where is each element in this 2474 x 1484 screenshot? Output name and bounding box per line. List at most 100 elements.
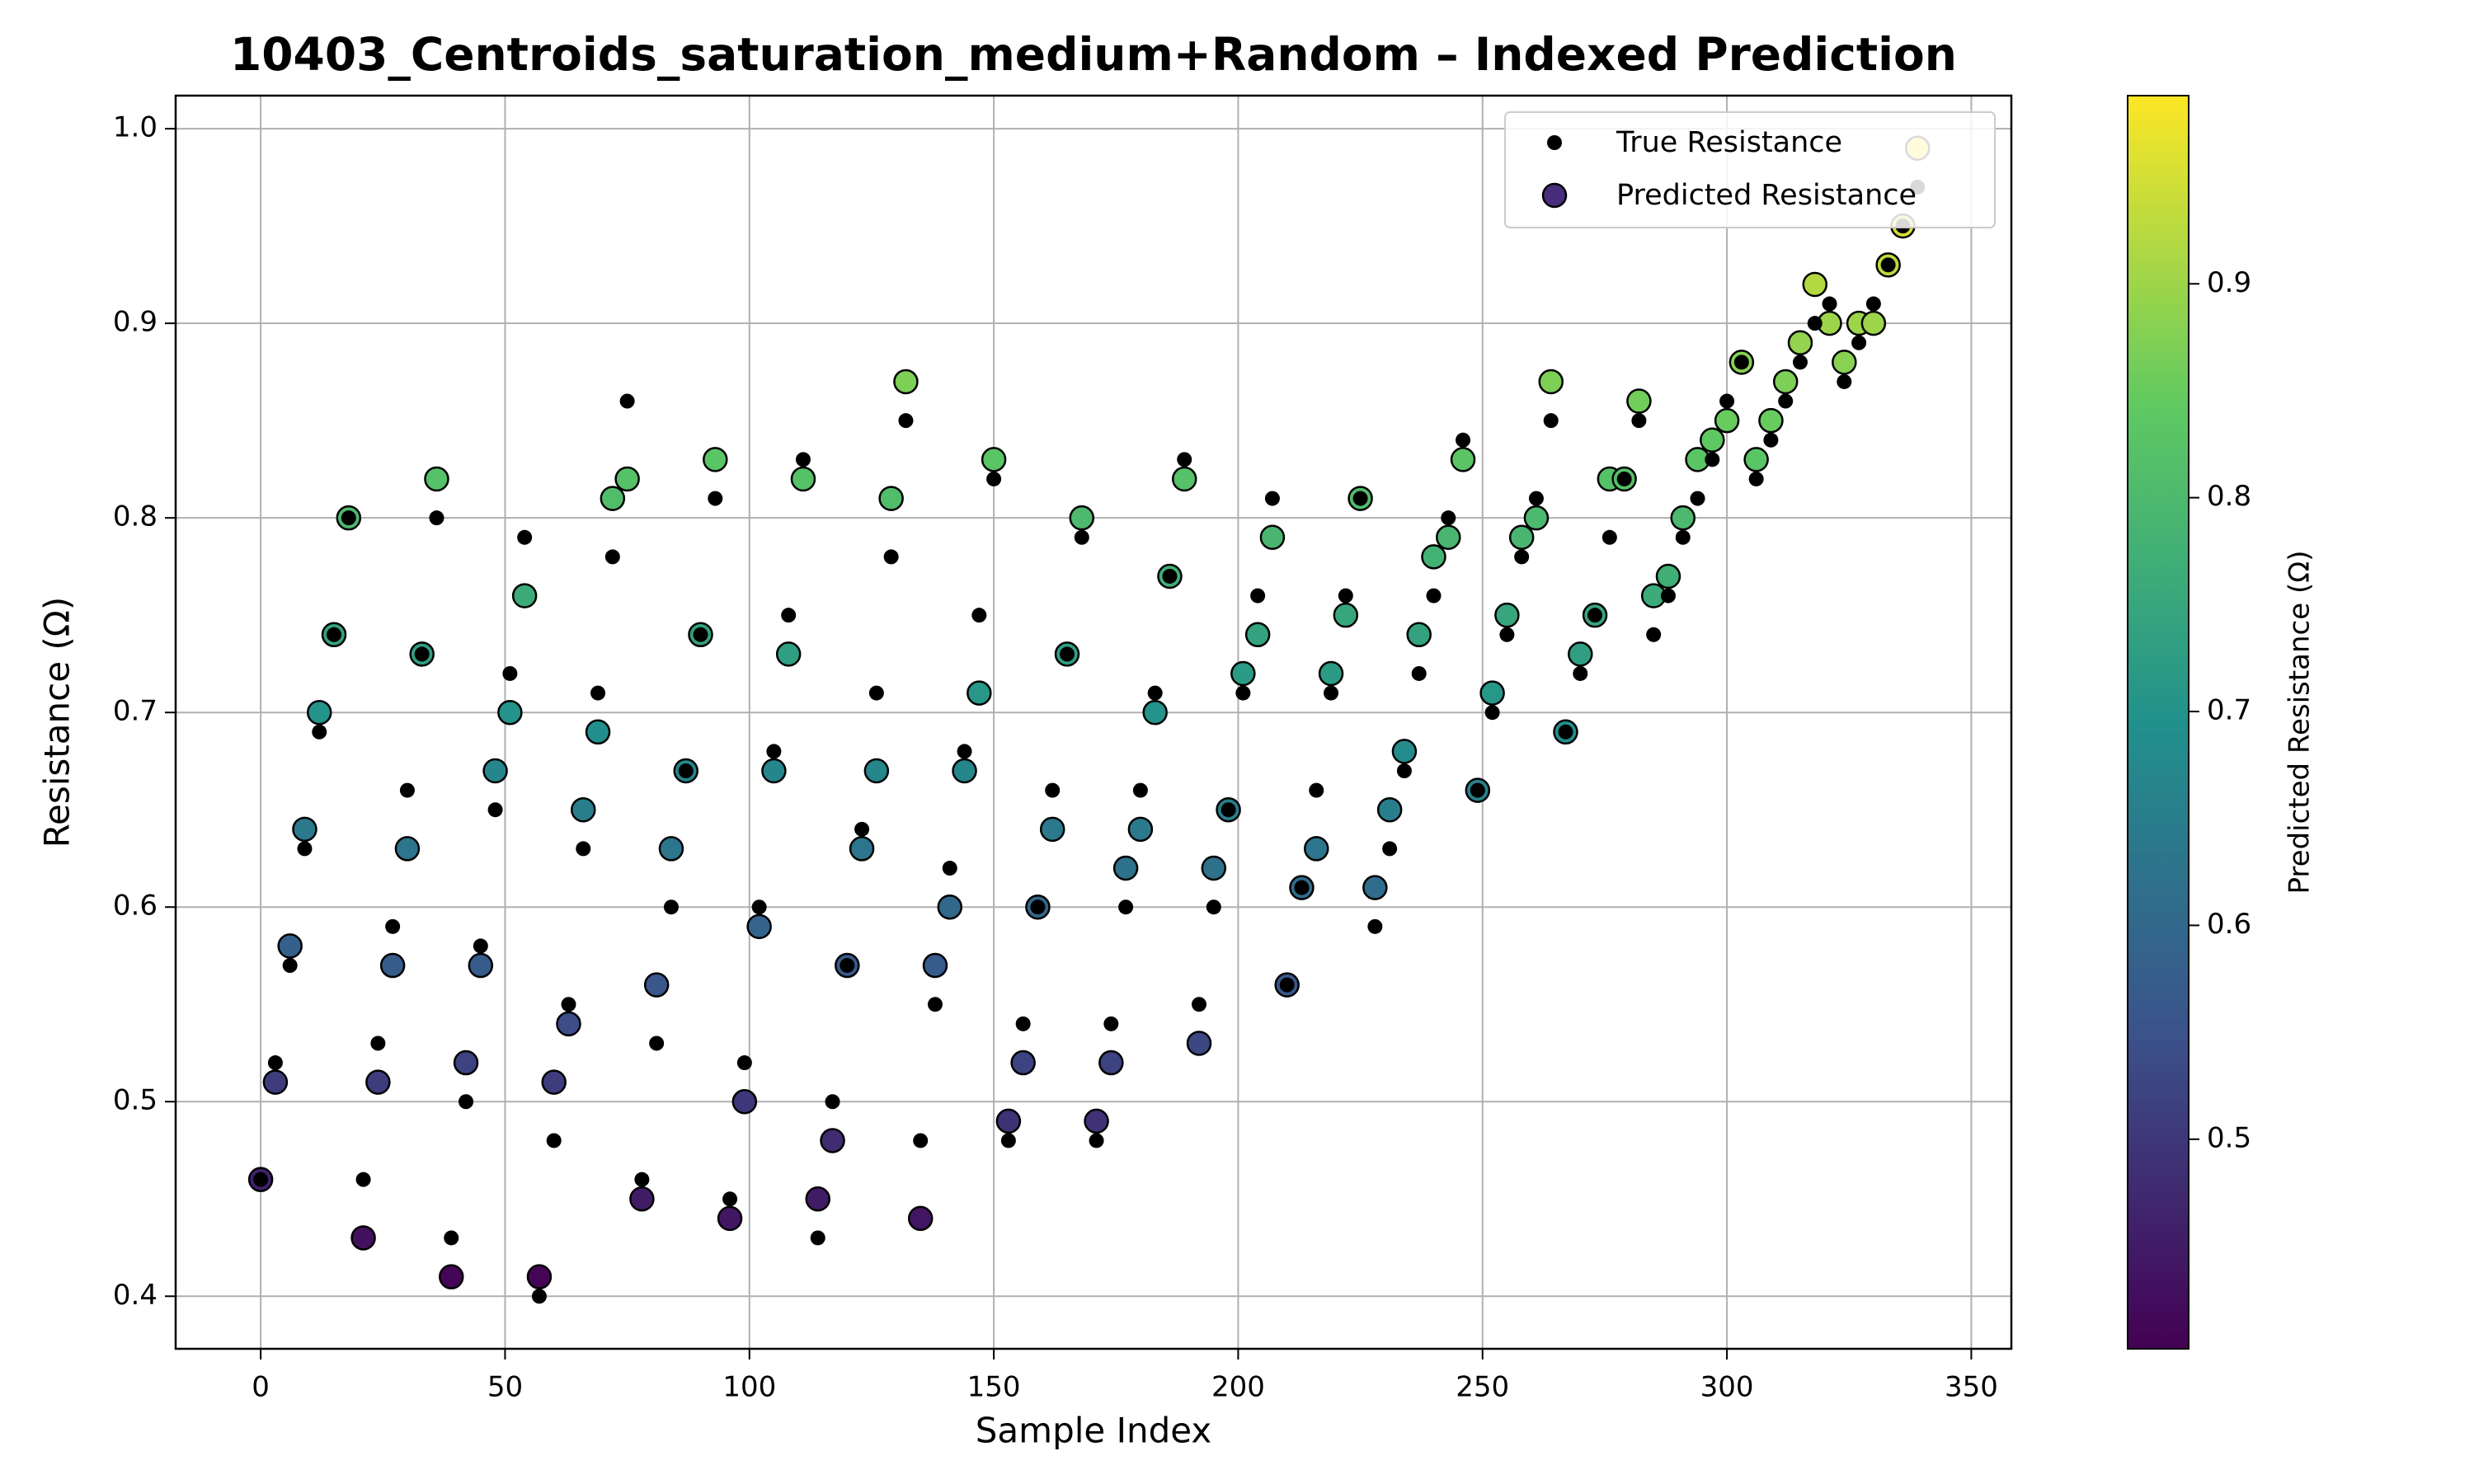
true-point bbox=[546, 1133, 562, 1148]
predicted-point bbox=[1406, 622, 1432, 648]
true-point bbox=[1396, 763, 1412, 779]
true-point bbox=[810, 1230, 825, 1246]
predicted-point bbox=[1523, 505, 1550, 531]
true-point bbox=[576, 841, 591, 857]
predicted-point bbox=[1802, 271, 1828, 298]
true-point bbox=[1705, 452, 1720, 467]
true-point bbox=[736, 1055, 752, 1071]
predicted-point bbox=[1333, 602, 1359, 628]
true-point bbox=[1367, 918, 1383, 934]
true-point bbox=[1880, 257, 1896, 273]
y-tick-label: 0.5 bbox=[113, 1084, 158, 1117]
true-point bbox=[1264, 491, 1280, 506]
predicted-point bbox=[292, 816, 317, 843]
true-point bbox=[1514, 549, 1530, 565]
predicted-point bbox=[1568, 641, 1593, 667]
true-point bbox=[868, 685, 884, 701]
true-point bbox=[1543, 413, 1559, 429]
true-point bbox=[1059, 646, 1075, 662]
predicted-point bbox=[497, 699, 523, 726]
true-point bbox=[913, 1133, 929, 1148]
true-point bbox=[1470, 782, 1485, 798]
true-point bbox=[1837, 373, 1852, 389]
x-axis-label: Sample Index bbox=[976, 1411, 1211, 1451]
true-point bbox=[502, 665, 518, 681]
true-point bbox=[1411, 665, 1427, 681]
colorbar-tick-label: 0.5 bbox=[2207, 1121, 2251, 1154]
predicted-point bbox=[820, 1128, 845, 1153]
predicted-point bbox=[1860, 310, 1887, 336]
true-point bbox=[678, 763, 694, 779]
predicted-point bbox=[1318, 660, 1344, 687]
true-point bbox=[1646, 627, 1662, 642]
true-point bbox=[1382, 841, 1398, 857]
predicted-point bbox=[439, 1264, 464, 1289]
true-point bbox=[708, 491, 723, 506]
true-point bbox=[1294, 880, 1310, 895]
true-point bbox=[795, 452, 811, 467]
predicted-point bbox=[967, 680, 992, 706]
predicted-point bbox=[365, 1069, 391, 1095]
predicted-point bbox=[571, 796, 596, 823]
predicted-point bbox=[482, 758, 508, 784]
true-point bbox=[282, 958, 298, 974]
true-point bbox=[840, 958, 855, 974]
predicted-point bbox=[878, 486, 904, 511]
predicted-point bbox=[761, 758, 787, 784]
true-point bbox=[1324, 685, 1339, 701]
true-point bbox=[825, 1094, 840, 1110]
predicted-point bbox=[1362, 875, 1388, 900]
x-tick-label: 100 bbox=[722, 1371, 776, 1404]
x-tick-label: 0 bbox=[252, 1371, 270, 1404]
true-point bbox=[355, 1172, 371, 1187]
predicted-point bbox=[1039, 816, 1065, 843]
true-point bbox=[1045, 782, 1061, 798]
predicted-point bbox=[468, 952, 494, 979]
predicted-point bbox=[1655, 563, 1681, 589]
true-point bbox=[1338, 588, 1353, 603]
true-point bbox=[1602, 529, 1617, 545]
predicted-point bbox=[952, 758, 977, 784]
predicted-point bbox=[907, 1205, 934, 1232]
true-point bbox=[253, 1172, 269, 1187]
colorbar bbox=[2127, 95, 2189, 1350]
true-point bbox=[1118, 899, 1134, 915]
predicted-point bbox=[526, 1264, 553, 1289]
true-point bbox=[1792, 355, 1808, 370]
predicted-point bbox=[1450, 447, 1476, 472]
true-point bbox=[1748, 471, 1764, 486]
true-point bbox=[971, 608, 987, 623]
predicted-point bbox=[1171, 466, 1197, 492]
true-point bbox=[1250, 588, 1266, 603]
true-point bbox=[1309, 782, 1324, 798]
predicted-point bbox=[1142, 699, 1168, 726]
legend-label: Predicted Resistance bbox=[1616, 179, 1917, 212]
true-point bbox=[517, 529, 533, 545]
chart-title: 10403_Centroids_saturation_medium+Random… bbox=[230, 28, 1957, 81]
predicted-point bbox=[805, 1186, 830, 1212]
predicted-point bbox=[1391, 739, 1418, 764]
predicted-point bbox=[1201, 855, 1227, 881]
true-point bbox=[1074, 529, 1089, 545]
predicted-point bbox=[629, 1186, 655, 1212]
predicted-point bbox=[394, 836, 421, 862]
x-tick-label: 50 bbox=[487, 1371, 523, 1404]
x-tick-label: 200 bbox=[1211, 1371, 1265, 1404]
predicted-point bbox=[849, 836, 875, 862]
true-point bbox=[1763, 432, 1779, 448]
true-point bbox=[1807, 316, 1823, 331]
true-point bbox=[1631, 413, 1647, 429]
predicted-point bbox=[614, 466, 640, 492]
y-axis-label: Resistance (Ω) bbox=[37, 597, 78, 848]
colorbar-tick-label: 0.6 bbox=[2207, 908, 2251, 941]
predicted-point bbox=[1084, 1108, 1109, 1134]
predicted-point bbox=[1421, 544, 1446, 570]
true-point bbox=[693, 627, 708, 642]
true-point bbox=[267, 1055, 283, 1071]
predicted-point bbox=[1259, 524, 1286, 551]
predicted-point bbox=[262, 1069, 289, 1095]
true-point bbox=[1573, 665, 1588, 681]
true-point bbox=[414, 646, 430, 662]
true-point bbox=[1822, 296, 1837, 312]
